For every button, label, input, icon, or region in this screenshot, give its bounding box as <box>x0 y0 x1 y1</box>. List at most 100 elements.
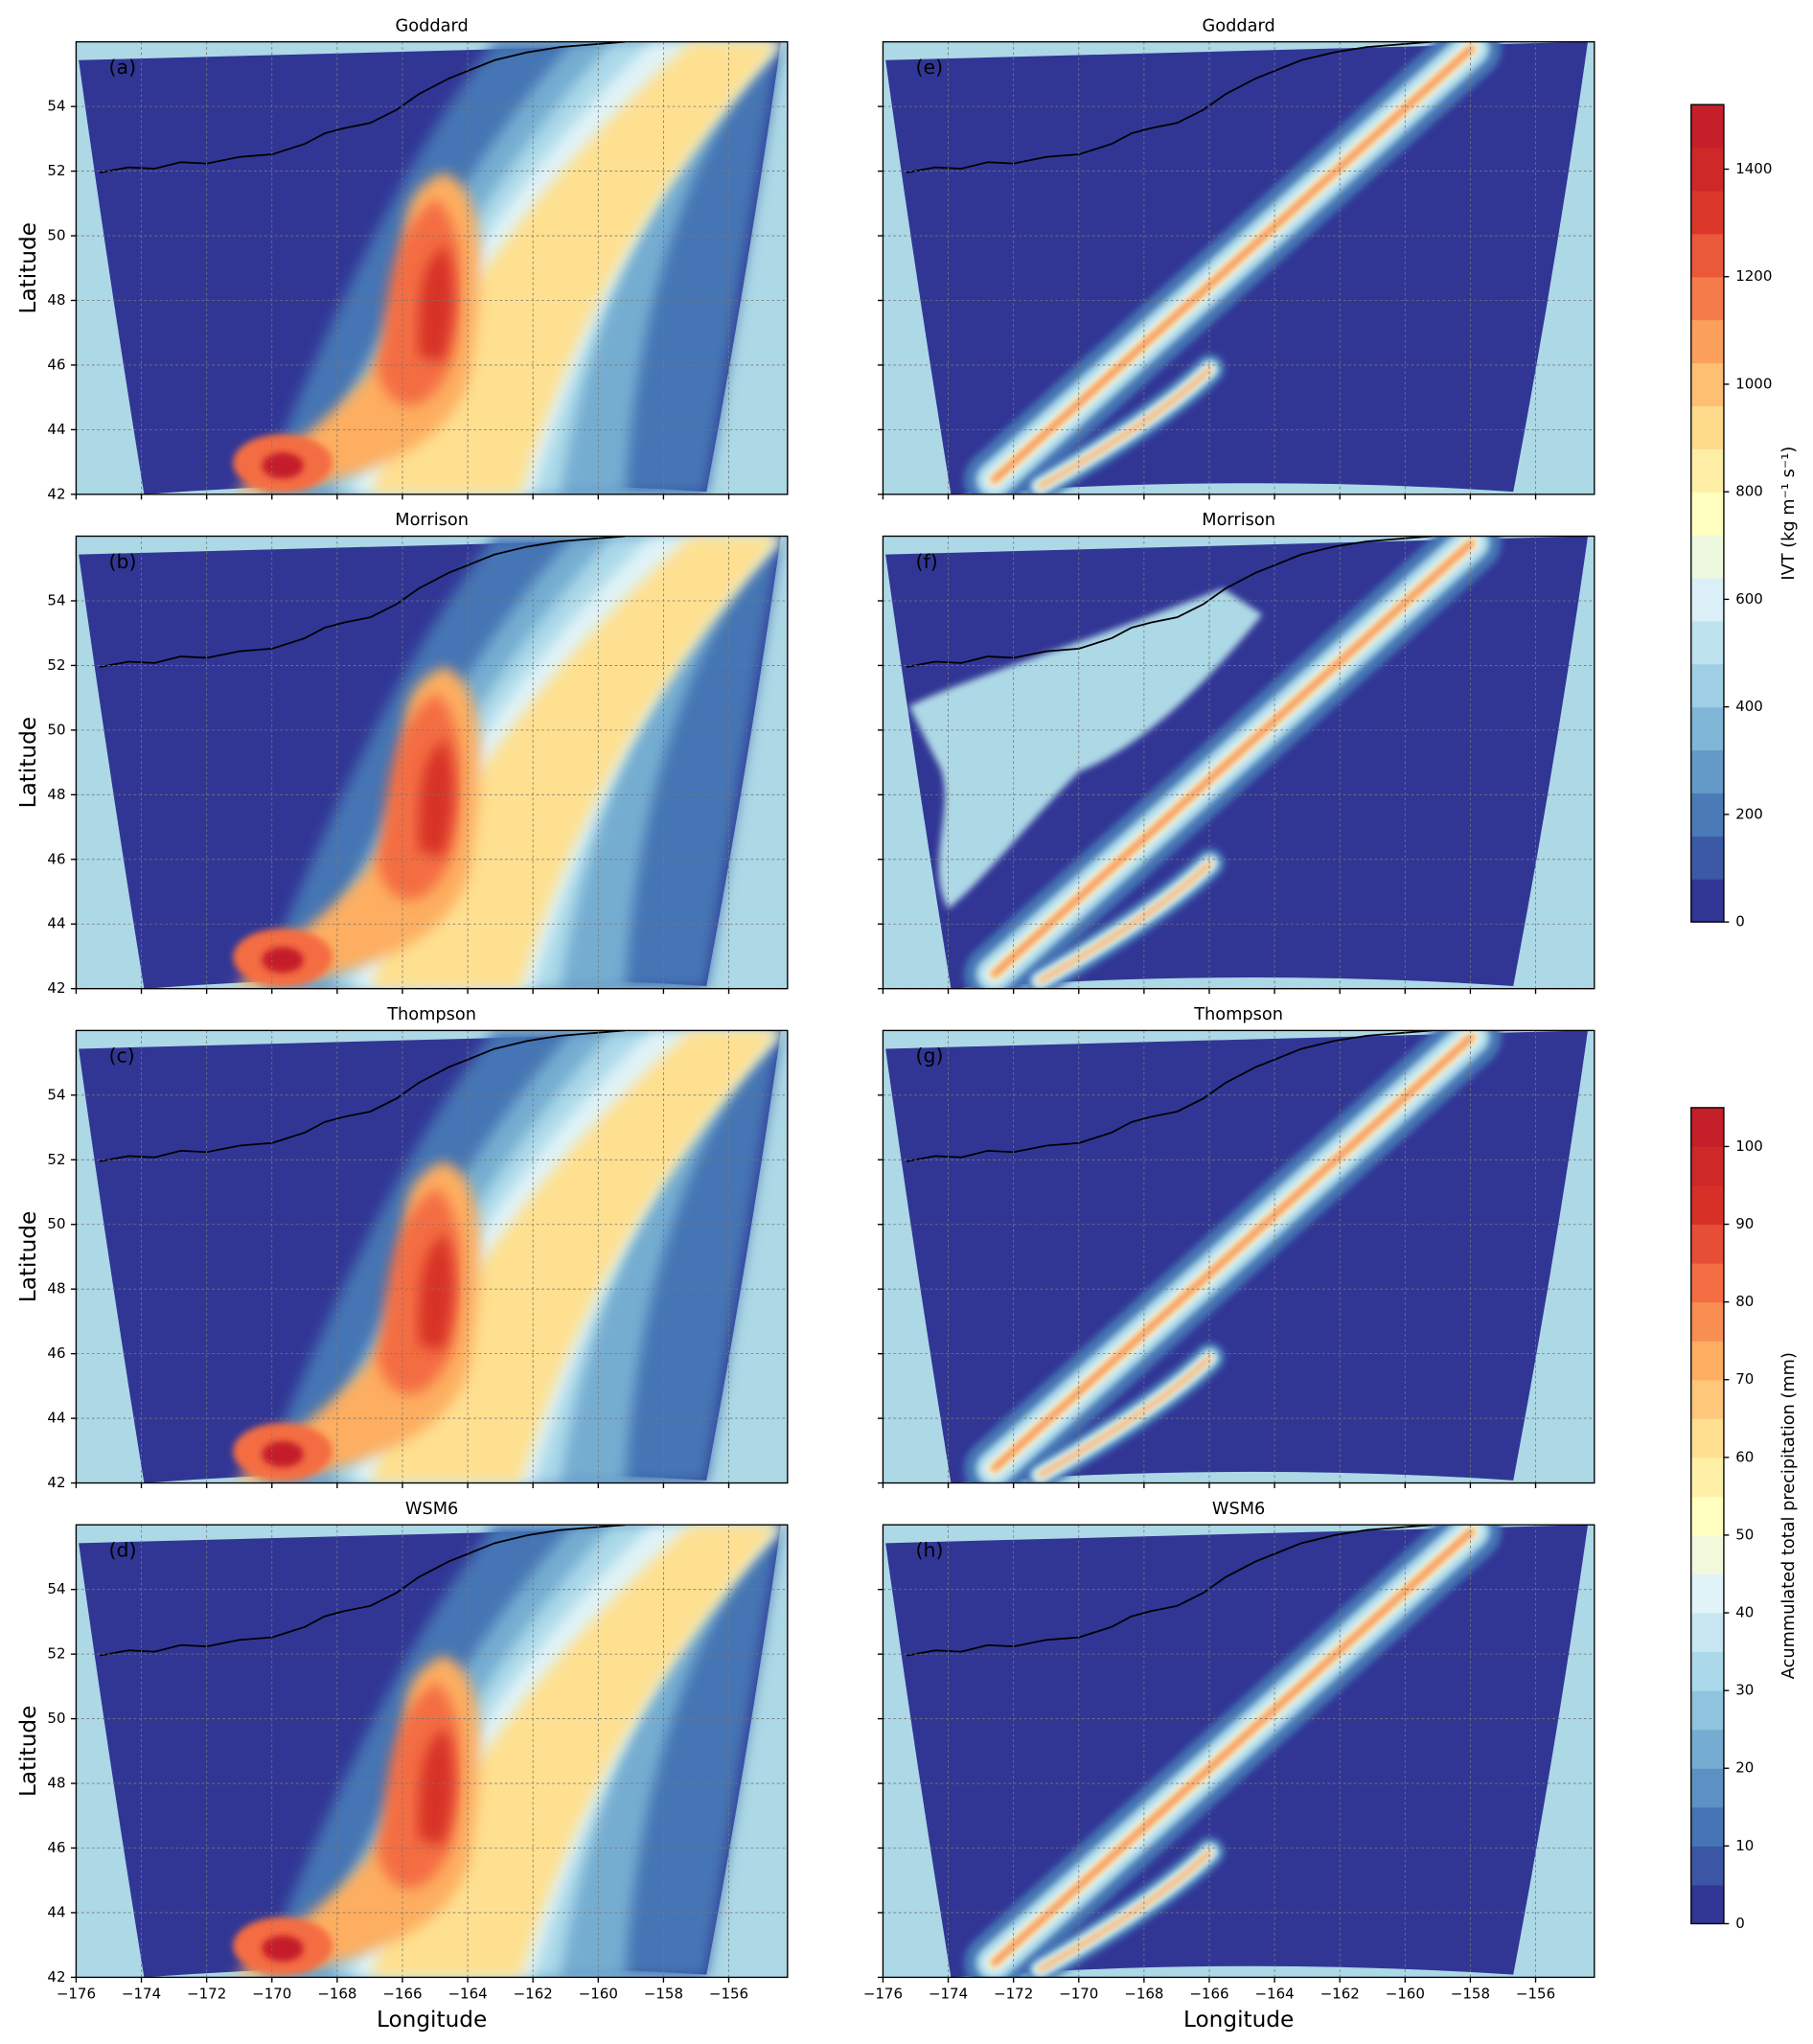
y-tick-label: 42 <box>47 1474 65 1491</box>
colorbar-tick-label: 0 <box>1735 1915 1745 1932</box>
y-tick-label: 50 <box>47 1215 65 1232</box>
colorbar-tick-label: 1400 <box>1735 160 1772 177</box>
x-axis-label: Longitude <box>1183 2007 1294 2033</box>
coastline <box>99 41 626 174</box>
x-tick-label: −174 <box>122 1986 161 2003</box>
x-tick-label: −174 <box>929 1986 968 2003</box>
x-tick-label: −160 <box>1386 1986 1425 2003</box>
colorbar-band <box>1690 1301 1724 1342</box>
axes-frame <box>75 40 789 495</box>
colorbar-band <box>1690 1263 1724 1303</box>
colorbar-band <box>1690 1496 1724 1536</box>
colorbar-band <box>1690 1573 1724 1614</box>
colorbar-band <box>1690 1884 1724 1924</box>
map-panel <box>76 536 788 989</box>
coastline <box>99 1030 626 1162</box>
y-axis-label: Latitude <box>15 1211 41 1302</box>
x-tick-label: −162 <box>1320 1986 1360 2003</box>
colorbar-frame <box>1690 1107 1725 1925</box>
colorbar-band <box>1690 1457 1724 1497</box>
y-tick-label: 54 <box>47 1580 65 1597</box>
x-tick-label: −166 <box>1189 1986 1228 2003</box>
colorbar-tick-label: 1200 <box>1735 267 1772 285</box>
x-tick-label: −172 <box>187 1986 226 2003</box>
coastline <box>906 41 1433 174</box>
contour-fill <box>992 1528 1474 1965</box>
contour-fill <box>1039 1850 1211 1971</box>
contour-fill <box>992 46 1474 482</box>
x-tick-label: −162 <box>514 1986 553 2003</box>
x-tick-label: −164 <box>1254 1986 1294 2003</box>
axes-frame <box>75 1029 789 1484</box>
contour-fill <box>1039 861 1211 982</box>
coastline <box>99 536 626 668</box>
colorbar-tick-label: 200 <box>1735 805 1763 822</box>
colorbar-tick-label: 80 <box>1735 1293 1754 1310</box>
y-tick-label: 52 <box>47 656 65 674</box>
y-tick-label: 44 <box>47 915 65 932</box>
coastline <box>906 1030 1433 1162</box>
axes-frame <box>75 535 789 990</box>
contour-fill <box>418 739 454 857</box>
coastline <box>906 1525 1433 1657</box>
colorbar-band <box>1690 319 1724 364</box>
axes-frame <box>882 1029 1595 1484</box>
colorbar-band <box>1690 1184 1724 1226</box>
map-panel <box>883 41 1595 494</box>
colorbar-tick-label: 100 <box>1735 1137 1763 1155</box>
colorbar-tick-label: 30 <box>1735 1682 1754 1699</box>
colorbar-tick-label: 40 <box>1735 1604 1754 1621</box>
contour-fill <box>370 41 781 494</box>
y-tick-label: 42 <box>47 1968 65 1986</box>
colorbar-band <box>1690 1379 1724 1419</box>
y-tick-label: 42 <box>47 485 65 502</box>
y-tick-label: 46 <box>47 1839 65 1856</box>
axes-frame <box>882 535 1595 990</box>
colorbar-tick-label: 400 <box>1735 698 1763 715</box>
colorbar-tick-label: 20 <box>1735 1759 1754 1777</box>
colorbar-tick-label: 600 <box>1735 590 1763 608</box>
panel-label: (h) <box>916 1539 944 1562</box>
colorbar-band <box>1690 535 1724 579</box>
contour-fill <box>908 588 1263 909</box>
colorbar-band <box>1690 1846 1724 1886</box>
map-panel <box>883 1525 1595 1978</box>
colorbar-band <box>1690 706 1724 751</box>
x-tick-label: −160 <box>579 1986 618 2003</box>
y-tick-label: 44 <box>47 1903 65 1920</box>
contour-fill <box>262 947 304 974</box>
contour-fill <box>262 452 304 479</box>
panel-label: (f) <box>916 550 938 573</box>
colorbar-band <box>1690 1107 1724 1147</box>
panel-title: Thompson <box>386 1005 476 1024</box>
colorbar-band <box>1690 749 1724 793</box>
x-axis-label: Longitude <box>377 2007 487 2033</box>
y-tick-label: 46 <box>47 356 65 373</box>
x-tick-label: −158 <box>1451 1986 1490 2003</box>
x-tick-label: −168 <box>1124 1986 1163 2003</box>
y-tick-label: 50 <box>47 1710 65 1727</box>
y-tick-label: 42 <box>47 979 65 997</box>
colorbar-band <box>1690 1729 1724 1769</box>
colorbar-band <box>1690 405 1724 449</box>
x-tick-label: −176 <box>863 1986 903 2003</box>
map-panel <box>883 1030 1595 1483</box>
colorbar-band <box>1690 148 1724 192</box>
x-tick-label: −172 <box>994 1986 1033 2003</box>
colorbar-band <box>1690 879 1724 923</box>
y-axis-label: Latitude <box>15 222 41 313</box>
colorbar-band <box>1690 620 1724 665</box>
contour-fill <box>418 1727 454 1846</box>
panel-label: (g) <box>916 1045 944 1068</box>
y-tick-label: 46 <box>47 1344 65 1362</box>
y-tick-label: 48 <box>47 1775 65 1792</box>
coastline <box>99 1525 626 1657</box>
colorbar-band <box>1690 663 1724 708</box>
panel-title: Thompson <box>1193 1005 1283 1024</box>
panel-title: Goddard <box>396 16 469 35</box>
contour-fill <box>262 1935 304 1963</box>
axes-frame <box>882 1524 1595 1979</box>
y-tick-label: 52 <box>47 1151 65 1168</box>
x-tick-label: −166 <box>382 1986 422 2003</box>
